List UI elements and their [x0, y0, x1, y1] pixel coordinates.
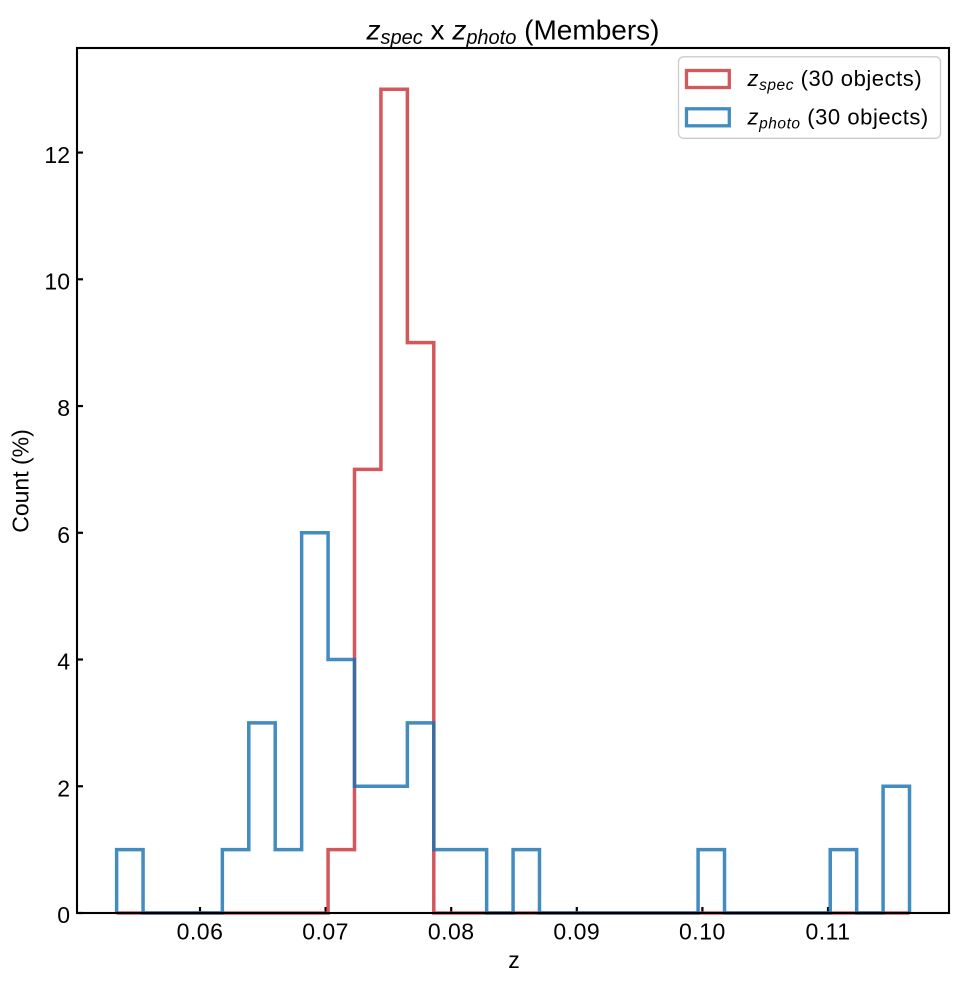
- svg-text:8: 8: [57, 395, 70, 421]
- svg-text:12: 12: [44, 142, 70, 168]
- svg-text:6: 6: [57, 522, 70, 548]
- svg-text:10: 10: [44, 269, 70, 295]
- svg-text:0.10: 0.10: [679, 919, 726, 945]
- svg-text:Count (%): Count (%): [8, 429, 34, 533]
- svg-text:z: z: [508, 947, 520, 973]
- svg-text:2: 2: [57, 776, 70, 802]
- svg-text:zspec x zphoto (Members): zspec x zphoto (Members): [366, 14, 660, 49]
- svg-text:4: 4: [57, 649, 70, 675]
- svg-text:zphoto (30 objects): zphoto (30 objects): [747, 104, 929, 132]
- svg-text:0.06: 0.06: [177, 919, 224, 945]
- svg-text:0.11: 0.11: [805, 919, 850, 945]
- svg-text:0.07: 0.07: [302, 919, 349, 945]
- svg-text:0.09: 0.09: [553, 919, 600, 945]
- svg-text:0: 0: [57, 902, 70, 928]
- svg-text:zspec (30 objects): zspec (30 objects): [747, 66, 923, 94]
- svg-text:0.08: 0.08: [428, 919, 475, 945]
